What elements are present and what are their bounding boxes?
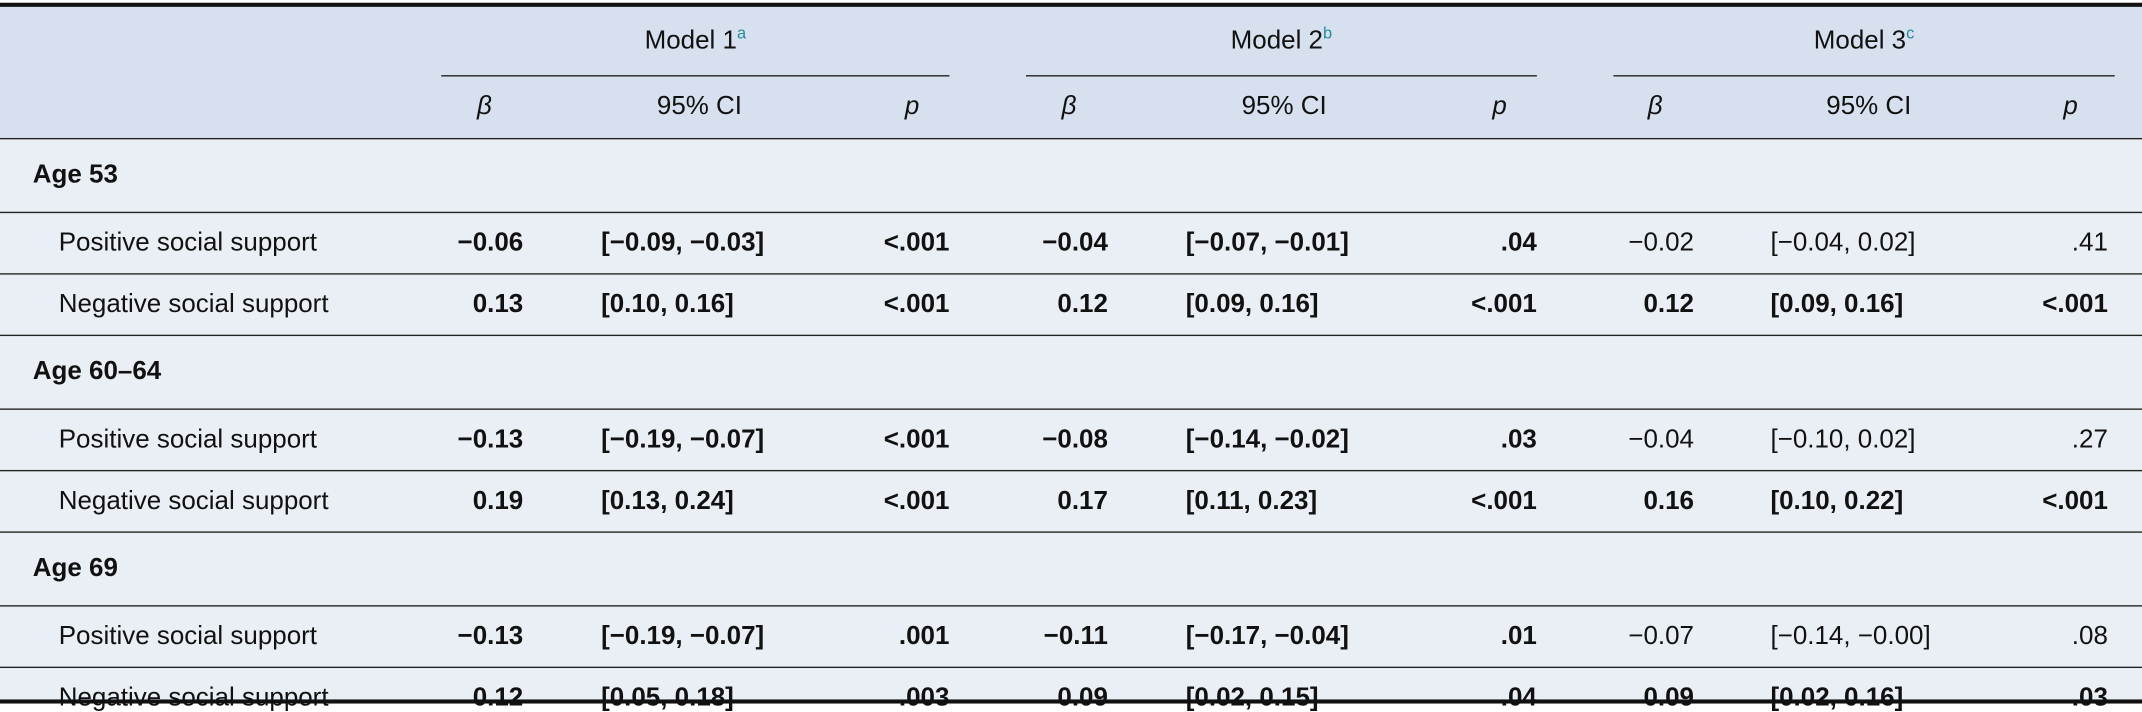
cell: .03 <box>1500 424 1537 454</box>
cell: −0.07 <box>1628 621 1694 651</box>
model-header: Model 1a <box>645 25 746 54</box>
column-header: 95% CI <box>656 92 743 121</box>
cell: 0.16 <box>1643 486 1694 516</box>
cell: <.001 <box>1471 486 1537 516</box>
model-rule <box>1025 75 1537 77</box>
cell: .01 <box>1500 621 1537 651</box>
cell: [−0.14, −0.02] <box>1185 424 1349 454</box>
cell: [0.13, 0.24] <box>601 486 734 516</box>
cell: 0.09 <box>1057 683 1108 712</box>
cell: [0.09, 0.16] <box>1770 289 1904 319</box>
cell: <.001 <box>2042 486 2108 516</box>
cell: [0.09, 0.16] <box>1185 289 1319 319</box>
body-background <box>0 137 2142 701</box>
column-header: β <box>476 92 492 121</box>
cell: [−0.10, 0.02] <box>1770 424 1916 454</box>
cell: .001 <box>898 621 950 651</box>
cell: <.001 <box>883 486 950 516</box>
model-header: Model 2b <box>1231 25 1332 54</box>
cell: −0.11 <box>1043 621 1108 651</box>
model-label: Model 1 <box>644 26 737 56</box>
group-label: Age 60–64 <box>32 357 162 386</box>
cell: 0.12 <box>1057 289 1108 319</box>
column-header: 95% CI <box>1241 92 1327 121</box>
cell: 0.19 <box>472 486 524 516</box>
cell: .04 <box>1500 683 1537 712</box>
cell: 0.13 <box>472 289 524 319</box>
cell: −0.13 <box>457 424 524 454</box>
cell: [0.10, 0.16] <box>601 289 734 319</box>
row-rule <box>0 469 2142 472</box>
footnote-marker: a <box>736 23 747 43</box>
row-rule <box>0 211 2142 214</box>
cell: 0.12 <box>1643 289 1694 319</box>
cell: <.001 <box>883 228 950 257</box>
model-rule <box>441 75 950 77</box>
cell: .04 <box>1500 228 1537 257</box>
cell: −0.08 <box>1042 424 1108 454</box>
row-rule <box>0 334 2142 337</box>
cell: [−0.07, −0.01] <box>1185 228 1349 257</box>
top-rule <box>0 2 2142 7</box>
footnote-marker: c <box>1906 23 1915 43</box>
model-header: Model 3c <box>1814 25 1915 54</box>
footnote-marker: b <box>1323 23 1333 43</box>
group-label: Age 53 <box>32 160 118 190</box>
cell: .003 <box>898 683 950 712</box>
cell: [−0.19, −0.07] <box>601 424 765 454</box>
cell: [0.05, 0.18] <box>601 683 734 712</box>
row-label: Negative social support <box>58 289 329 319</box>
row-rule <box>0 273 2142 275</box>
column-header: 95% CI <box>1826 92 1912 121</box>
bottom-rule <box>0 699 2142 703</box>
cell: <.001 <box>2042 289 2108 319</box>
cell: −0.04 <box>1628 424 1694 454</box>
column-header: β <box>1647 92 1663 121</box>
row-label: Positive social support <box>58 228 317 257</box>
cell: <.001 <box>883 424 950 454</box>
row-rule <box>0 531 2142 533</box>
column-header: p <box>1492 92 1507 121</box>
cell: [0.02, 0.15] <box>1185 683 1319 712</box>
cell: .41 <box>2071 228 2108 257</box>
row-rule <box>0 666 2142 669</box>
column-header: p <box>2063 92 2078 121</box>
cell: [−0.19, −0.07] <box>601 621 765 651</box>
cell: 0.12 <box>472 683 524 712</box>
cell: [0.02, 0.16] <box>1770 683 1904 712</box>
cell: <.001 <box>1471 289 1537 319</box>
row-label: Positive social support <box>58 424 317 454</box>
row-label: Negative social support <box>58 683 329 712</box>
row-rule <box>0 605 2142 607</box>
cell: −0.13 <box>457 621 524 651</box>
cell: −0.02 <box>1628 228 1694 257</box>
cell: .03 <box>2071 683 2108 712</box>
cell: [0.11, 0.23] <box>1185 486 1318 516</box>
model-label: Model 3 <box>1813 26 1907 56</box>
column-header: β <box>1061 92 1077 121</box>
cell: [−0.09, −0.03] <box>601 228 765 257</box>
header-background <box>0 4 2142 138</box>
column-header: p <box>904 92 920 121</box>
model-rule <box>1613 75 2115 77</box>
cell: −0.04 <box>1042 228 1108 257</box>
cell: [−0.17, −0.04] <box>1185 621 1349 651</box>
header-rule <box>0 137 2142 140</box>
row-label: Positive social support <box>58 621 317 651</box>
group-label: Age 69 <box>32 553 118 583</box>
cell: 0.17 <box>1057 486 1108 516</box>
cell: −0.06 <box>457 228 524 257</box>
cell: [−0.04, 0.02] <box>1770 228 1916 257</box>
row-label: Negative social support <box>58 486 329 516</box>
cell: [−0.14, −0.00] <box>1770 621 1931 651</box>
row-rule <box>0 408 2142 410</box>
cell: .27 <box>2071 424 2108 454</box>
model-label: Model 2 <box>1230 26 1324 56</box>
cell: 0.09 <box>1643 683 1694 712</box>
cell: <.001 <box>883 289 950 319</box>
cell: .08 <box>2071 621 2108 651</box>
cell: [0.10, 0.22] <box>1770 486 1904 516</box>
